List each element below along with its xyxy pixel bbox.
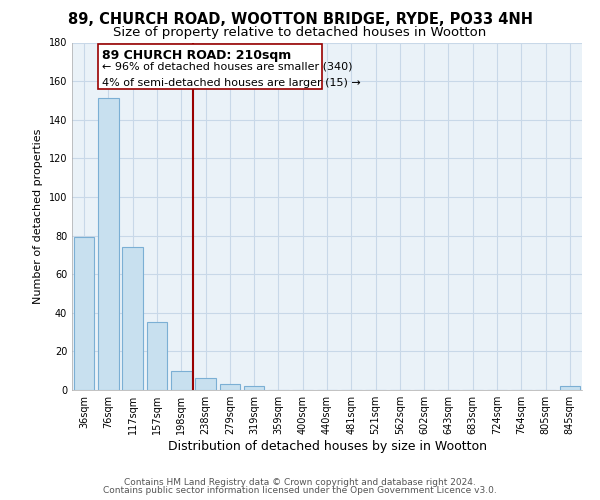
Bar	[560, 386, 580, 390]
Bar	[195, 378, 216, 390]
Y-axis label: Number of detached properties: Number of detached properties	[33, 128, 43, 304]
Text: 89 CHURCH ROAD: 210sqm: 89 CHURCH ROAD: 210sqm	[103, 50, 292, 62]
Text: Size of property relative to detached houses in Wootton: Size of property relative to detached ho…	[113, 26, 487, 39]
Bar	[122, 247, 143, 390]
Bar	[98, 98, 119, 390]
Bar	[244, 386, 265, 390]
X-axis label: Distribution of detached houses by size in Wootton: Distribution of detached houses by size …	[167, 440, 487, 453]
FancyBboxPatch shape	[97, 44, 322, 89]
Text: Contains HM Land Registry data © Crown copyright and database right 2024.: Contains HM Land Registry data © Crown c…	[124, 478, 476, 487]
Bar	[74, 238, 94, 390]
Bar	[171, 370, 191, 390]
Text: ← 96% of detached houses are smaller (340): ← 96% of detached houses are smaller (34…	[103, 62, 353, 72]
Text: Contains public sector information licensed under the Open Government Licence v3: Contains public sector information licen…	[103, 486, 497, 495]
Bar	[220, 384, 240, 390]
Text: 4% of semi-detached houses are larger (15) →: 4% of semi-detached houses are larger (1…	[103, 78, 361, 88]
Bar	[146, 322, 167, 390]
Text: 89, CHURCH ROAD, WOOTTON BRIDGE, RYDE, PO33 4NH: 89, CHURCH ROAD, WOOTTON BRIDGE, RYDE, P…	[67, 12, 533, 28]
